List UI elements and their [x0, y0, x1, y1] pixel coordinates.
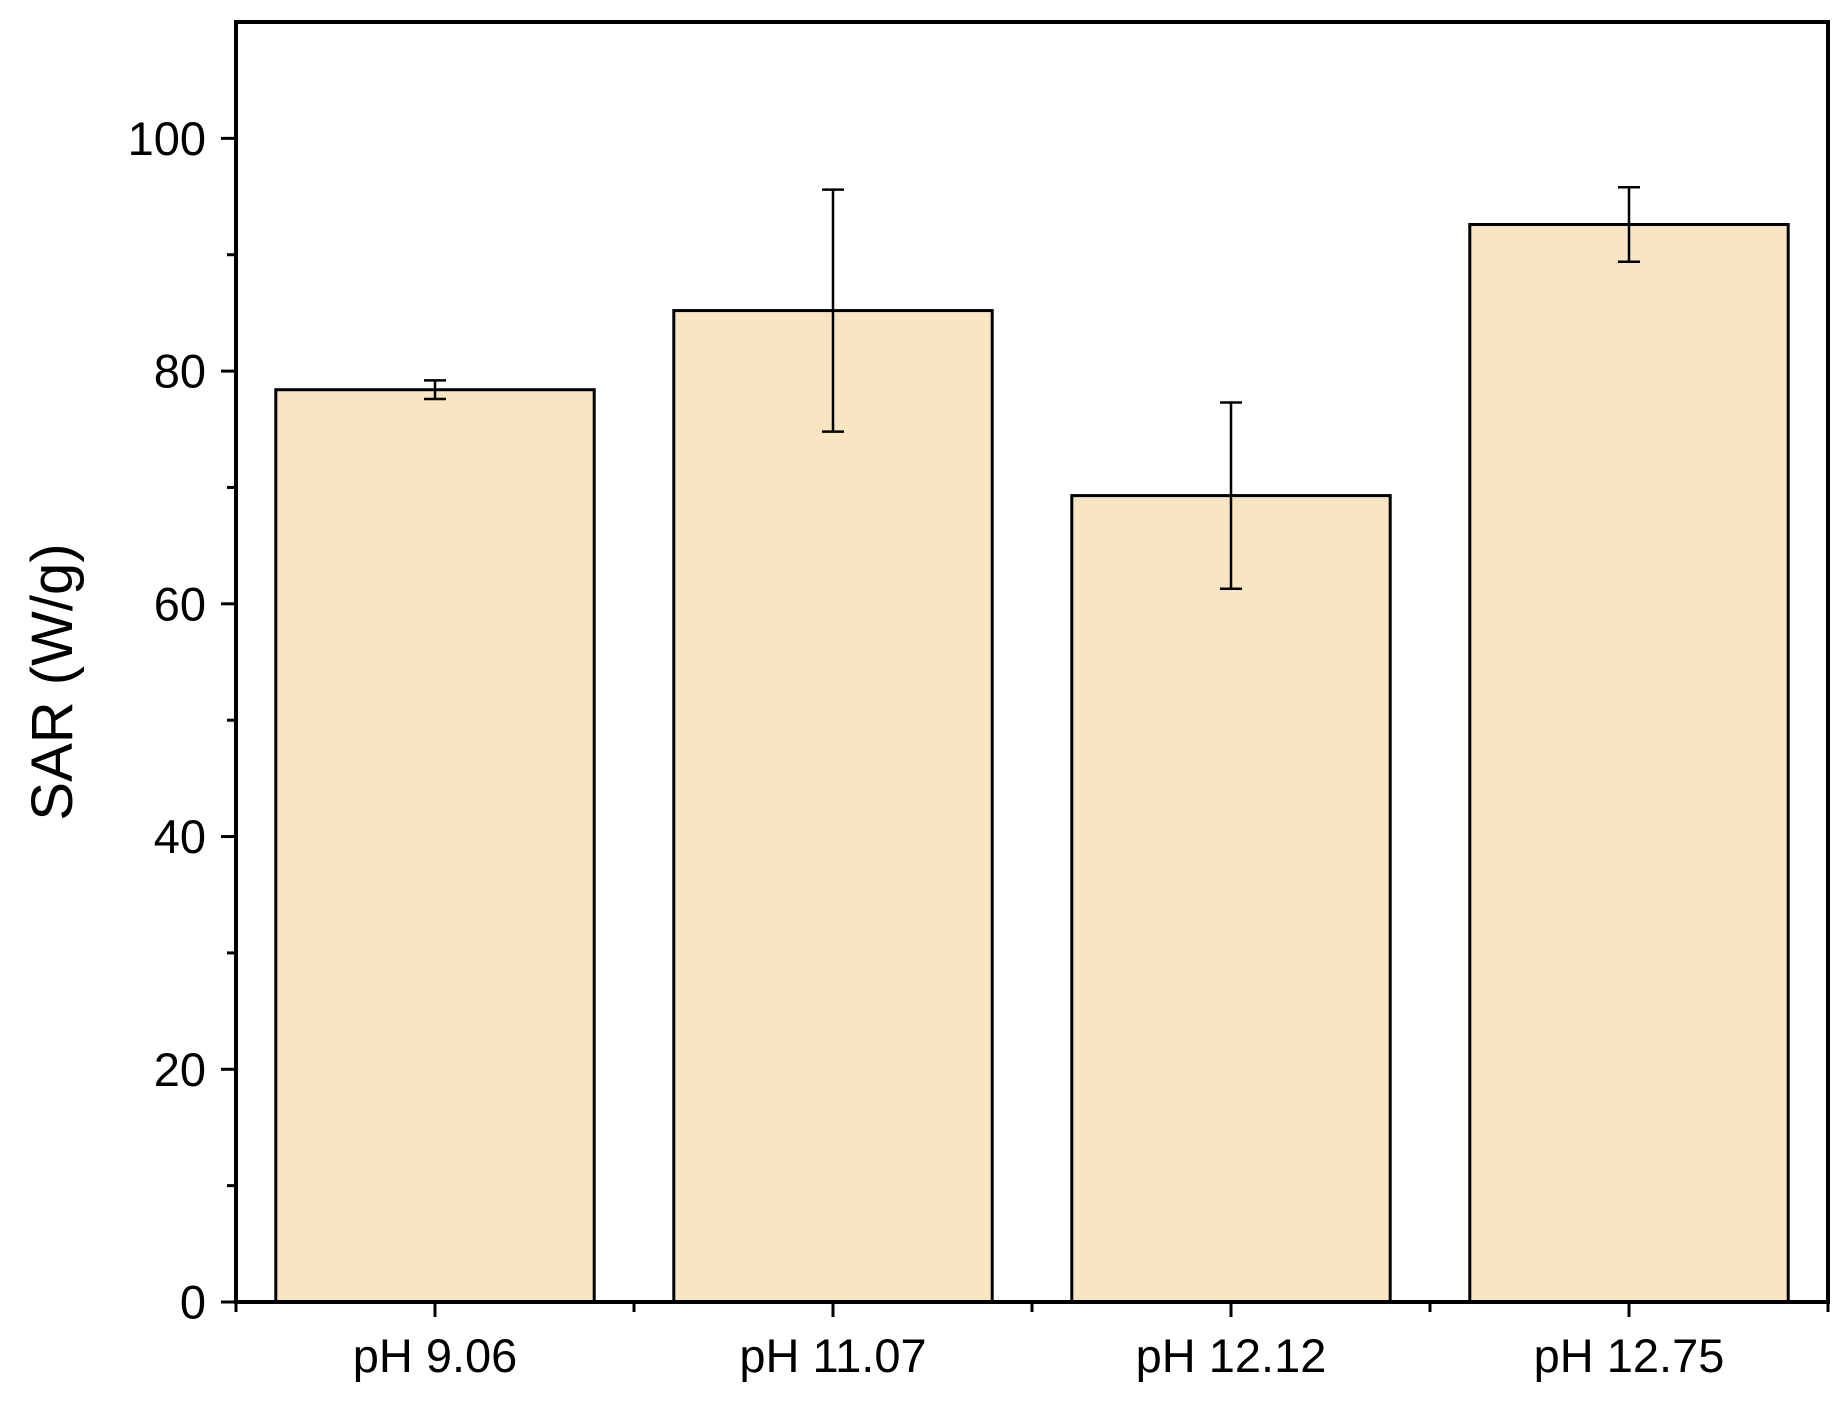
- y-tick-label: 60: [154, 577, 206, 630]
- error-bars-layer: [424, 185, 1640, 590]
- y-tick-label: 40: [154, 810, 206, 863]
- x-tick-label: pH 11.07: [739, 1329, 926, 1382]
- y-tick-label: 80: [154, 345, 206, 398]
- x-tick-label: pH 12.12: [1136, 1329, 1327, 1382]
- y-axis-title: SAR (W/g): [20, 543, 85, 820]
- bar-ph-12-12: [1070, 494, 1392, 1304]
- bar-ph-11-07: [672, 309, 994, 1304]
- error-bar-2: [822, 188, 844, 433]
- bar-ph-12-75: [1468, 222, 1790, 1304]
- error-bar-3: [1220, 401, 1242, 590]
- error-bar-1: [424, 379, 446, 401]
- x-axis-ticks: pH 9.06 pH 11.07 pH 12.12 pH 12.75: [234, 1302, 1830, 1382]
- y-tick-label: 20: [154, 1043, 206, 1096]
- error-bar-4: [1618, 185, 1640, 263]
- y-tick-label: 0: [180, 1276, 206, 1329]
- bars-layer: [274, 222, 1790, 1304]
- y-tick-label: 100: [128, 112, 206, 165]
- x-tick-label: pH 9.06: [353, 1329, 518, 1382]
- bar-ph-9-06: [274, 388, 596, 1304]
- y-axis-ticks: 0 20 40 60 80 100: [128, 112, 236, 1329]
- x-tick-label: pH 12.75: [1534, 1329, 1725, 1382]
